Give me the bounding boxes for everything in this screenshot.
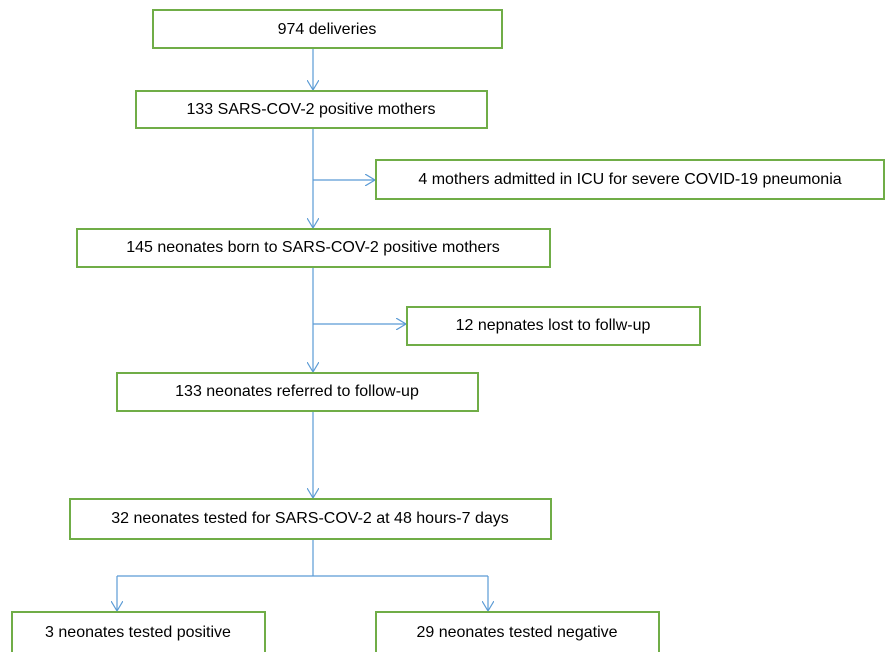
node: 974 deliveries <box>152 9 503 49</box>
node: 4 mothers admitted in ICU for severe COV… <box>375 159 885 200</box>
node: 12 nepnates lost to follw-up <box>406 306 701 346</box>
node-label: 133 neonates referred to follow-up <box>175 383 419 400</box>
node-box <box>116 372 479 412</box>
node-box <box>375 159 885 200</box>
node: 133 SARS-COV-2 positive mothers <box>135 90 488 129</box>
node-label: 145 neonates born to SARS-COV-2 positive… <box>126 239 500 256</box>
node: 3 neonates tested positive <box>11 611 266 652</box>
node-label: 974 deliveries <box>278 21 377 38</box>
node-box <box>11 611 266 652</box>
node-label: 4 mothers admitted in ICU for severe COV… <box>418 171 841 188</box>
node: 29 neonates tested negative <box>375 611 660 652</box>
node-box <box>76 228 551 268</box>
node-box <box>406 306 701 346</box>
node-label: 133 SARS-COV-2 positive mothers <box>187 101 436 118</box>
node-label: 32 neonates tested for SARS-COV-2 at 48 … <box>111 510 509 527</box>
node-box <box>375 611 660 652</box>
node-label: 29 neonates tested negative <box>416 624 617 641</box>
node: 133 neonates referred to follow-up <box>116 372 479 412</box>
node-label: 12 nepnates lost to follw-up <box>456 317 651 334</box>
node: 32 neonates tested for SARS-COV-2 at 48 … <box>69 498 552 540</box>
connectors <box>117 48 488 611</box>
node-box <box>152 9 503 49</box>
node-box <box>135 90 488 129</box>
node-label: 3 neonates tested positive <box>45 624 231 641</box>
node: 145 neonates born to SARS-COV-2 positive… <box>76 228 551 268</box>
node-box <box>69 498 552 540</box>
